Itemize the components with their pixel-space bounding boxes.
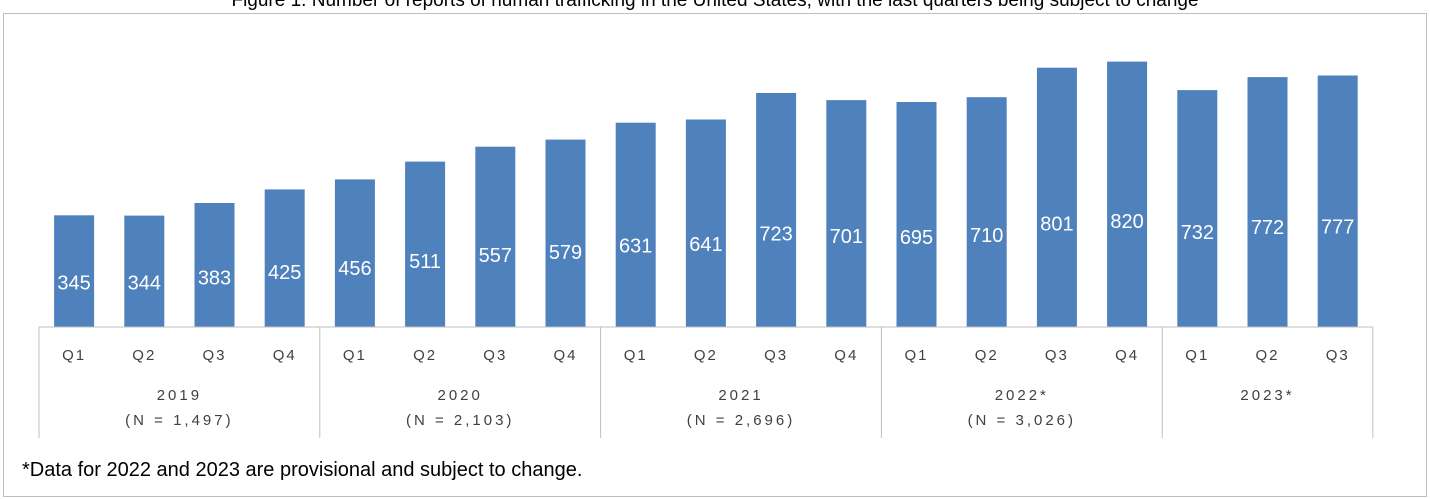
bar-data-label: 820 — [1110, 211, 1143, 233]
bar-data-label: 344 — [128, 273, 161, 295]
bar — [405, 161, 446, 327]
quarter-tick-label: Q3 — [1326, 347, 1350, 364]
quarter-tick-label: Q4 — [1115, 347, 1139, 364]
quarter-tick-label: Q1 — [624, 347, 648, 364]
bar-data-label: 777 — [1321, 216, 1354, 238]
quarter-tick-label: Q2 — [975, 347, 999, 364]
bar-data-label: 579 — [549, 242, 582, 264]
bar — [756, 93, 797, 327]
bar-data-label: 456 — [338, 258, 371, 280]
quarter-tick-label: Q2 — [694, 347, 718, 364]
quarter-tick-label: Q3 — [483, 347, 507, 364]
year-group-label: 2023* — [1240, 387, 1294, 404]
bar — [1107, 61, 1148, 327]
bar — [264, 189, 305, 327]
bar — [826, 100, 867, 327]
bar — [1317, 75, 1358, 327]
year-group-label: 2019 — [157, 387, 202, 404]
bar-data-label: 345 — [57, 272, 90, 294]
year-group-label: 2021 — [718, 387, 763, 404]
bar-data-label: 425 — [268, 262, 301, 284]
year-group-label: 2020 — [438, 387, 483, 404]
quarter-tick-label: Q3 — [1045, 347, 1069, 364]
quarter-tick-label: Q1 — [343, 347, 367, 364]
bar-data-label: 557 — [479, 245, 512, 267]
quarter-tick-label: Q1 — [62, 347, 86, 364]
chart-title-partial: Figure 1. Number of reports of human tra… — [231, 0, 1199, 11]
bar-data-label: 772 — [1251, 217, 1284, 239]
bar-data-label: 695 — [900, 227, 933, 249]
quarter-tick-label: Q1 — [904, 347, 928, 364]
quarter-tick-label: Q3 — [202, 347, 226, 364]
bar — [1036, 67, 1077, 327]
quarter-tick-label: Q4 — [553, 347, 577, 364]
footnote: *Data for 2022 and 2023 are provisional … — [22, 459, 583, 481]
quarter-tick-label: Q4 — [834, 347, 858, 364]
quarter-tick-label: Q2 — [132, 347, 156, 364]
quarter-tick-label: Q4 — [273, 347, 297, 364]
year-group-count-label: (N = 2,103) — [406, 412, 514, 429]
bar-data-label: 641 — [689, 234, 722, 256]
bar-data-label: 383 — [198, 267, 231, 289]
bar-data-label: 801 — [1040, 213, 1073, 235]
bar — [545, 139, 586, 327]
bar — [194, 203, 235, 327]
quarter-tick-label: Q2 — [1255, 347, 1279, 364]
bar — [334, 179, 375, 327]
bar-data-label: 631 — [619, 235, 652, 257]
bar — [54, 215, 95, 327]
quarter-tick-label: Q1 — [1185, 347, 1209, 364]
bar — [896, 102, 937, 327]
bar — [966, 97, 1007, 327]
bar-data-label: 732 — [1181, 222, 1214, 244]
bar — [615, 122, 656, 327]
bar-data-label: 511 — [409, 251, 441, 273]
quarter-tick-label: Q3 — [764, 347, 788, 364]
bar-data-label: 710 — [970, 225, 1003, 247]
bar — [124, 215, 165, 327]
bar-data-label: 701 — [830, 226, 863, 248]
bar — [475, 146, 516, 327]
bar — [1177, 90, 1218, 327]
category-axis: Q1 Q2 Q3 Q4 Q1 Q2 Q3 Q4 Q1 Q2 Q3 Q4 Q1 Q2 Q3 Q4 Q1 Q2 Q3 20… — [38, 326, 1374, 438]
quarter-tick-label: Q2 — [413, 347, 437, 364]
bar-data-label: 723 — [759, 223, 792, 245]
bar — [685, 119, 726, 327]
year-group-count-label: (N = 1,497) — [125, 412, 233, 429]
year-group-count-label: (N = 2,696) — [687, 412, 795, 429]
year-group-count-label: (N = 3,026) — [968, 412, 1076, 429]
bars-layer: 345 344 383 425 456 511 557 579 631 641 723 701 695 7… — [54, 61, 1358, 327]
bar — [1247, 77, 1288, 327]
year-group-label: 2022* — [995, 387, 1049, 404]
